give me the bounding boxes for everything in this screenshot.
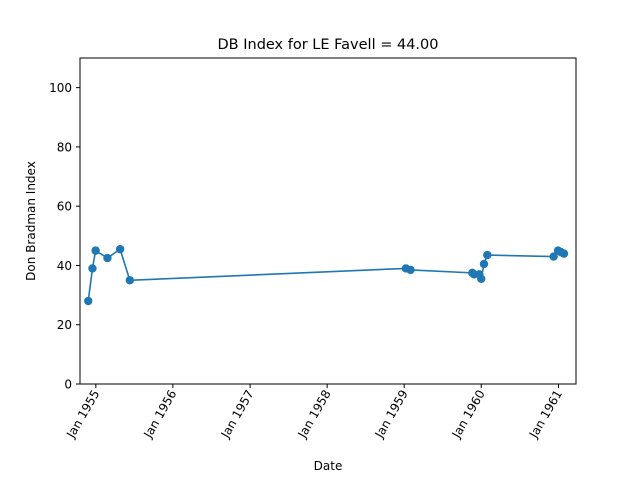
data-point (84, 296, 93, 306)
y-tick-label: 40 (57, 259, 72, 273)
x-tick-label: Jan 1958 (295, 388, 334, 442)
data-point (477, 274, 486, 283)
data-point (125, 276, 135, 285)
data-point (479, 259, 489, 269)
data-point (115, 244, 125, 254)
data-point (406, 265, 415, 275)
chart-title: DB Index for LE Favell = 44.00 (218, 37, 439, 53)
y-tick-label: 0 (64, 378, 72, 392)
y-tick-label: 20 (57, 318, 72, 332)
x-tick-label: Jan 1955 (63, 388, 102, 442)
data-point (88, 264, 97, 273)
y-axis: 0 20 40 60 80 100 (49, 81, 80, 392)
data-point (549, 252, 558, 261)
data-point (103, 253, 112, 263)
plot-area (84, 244, 569, 306)
y-axis-label: Don Bradman Index (24, 161, 38, 281)
axes-frame (79, 57, 577, 385)
x-tick-label: Jan 1960 (449, 388, 488, 442)
x-tick-label: Jan 1956 (140, 388, 179, 442)
series-line (87, 247, 565, 302)
data-point (91, 246, 100, 255)
x-tick-label: Jan 1961 (526, 388, 565, 442)
y-tick-label: 80 (57, 140, 72, 154)
x-axis: Jan 1955 Jan 1956 Jan 1957 Jan 1958 Jan 1959… (63, 384, 565, 441)
data-point (559, 249, 569, 258)
data-point (483, 250, 492, 260)
x-axis-label: Date (314, 459, 343, 473)
x-tick-label: Jan 1959 (372, 388, 411, 442)
y-tick-label: 60 (57, 200, 72, 214)
y-tick-label: 100 (49, 81, 72, 95)
x-tick-label: Jan 1957 (218, 388, 257, 442)
